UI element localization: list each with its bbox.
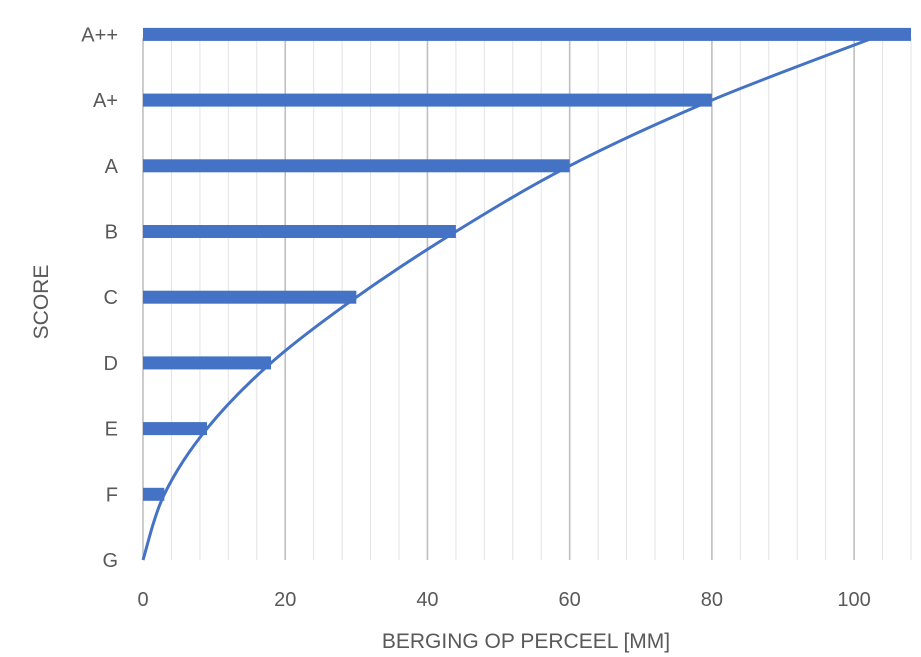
x-tick-label: 60 (559, 589, 581, 611)
y-tick-label: A++ (81, 24, 118, 46)
bar-D (143, 356, 271, 370)
y-tick-label: G (102, 550, 118, 572)
y-tick-label: C (104, 287, 118, 309)
x-tick-label: 100 (837, 589, 870, 611)
y-axis-title: SCORE (30, 265, 53, 340)
y-tick-label: A (105, 156, 119, 178)
x-axis-title: BERGING OP PERCEEL [MM] (382, 630, 670, 653)
x-tick-label: 0 (137, 589, 148, 611)
y-tick-label: D (104, 353, 118, 375)
x-tick-labels: 0 20 40 60 80 100 (137, 589, 870, 611)
bar-A (143, 159, 570, 173)
bar-C (143, 290, 357, 304)
y-tick-label: E (105, 419, 118, 441)
bar-B (143, 225, 456, 238)
y-tick-label: F (106, 484, 118, 506)
x-tick-label: 40 (416, 589, 438, 611)
y-tick-label: A+ (93, 90, 118, 112)
bar-F (143, 487, 165, 501)
bar-A++ (143, 27, 911, 41)
y-tick-labels: G F E D C B A A+ A++ (81, 24, 118, 572)
x-tick-label: 80 (701, 589, 723, 611)
y-tick-label: B (105, 222, 118, 244)
trend-curve (141, 33, 884, 561)
bars (143, 27, 911, 501)
bar-A+ (143, 93, 712, 107)
grid (142, 38, 912, 560)
x-tick-label: 20 (274, 589, 296, 611)
bar-E (143, 422, 207, 436)
